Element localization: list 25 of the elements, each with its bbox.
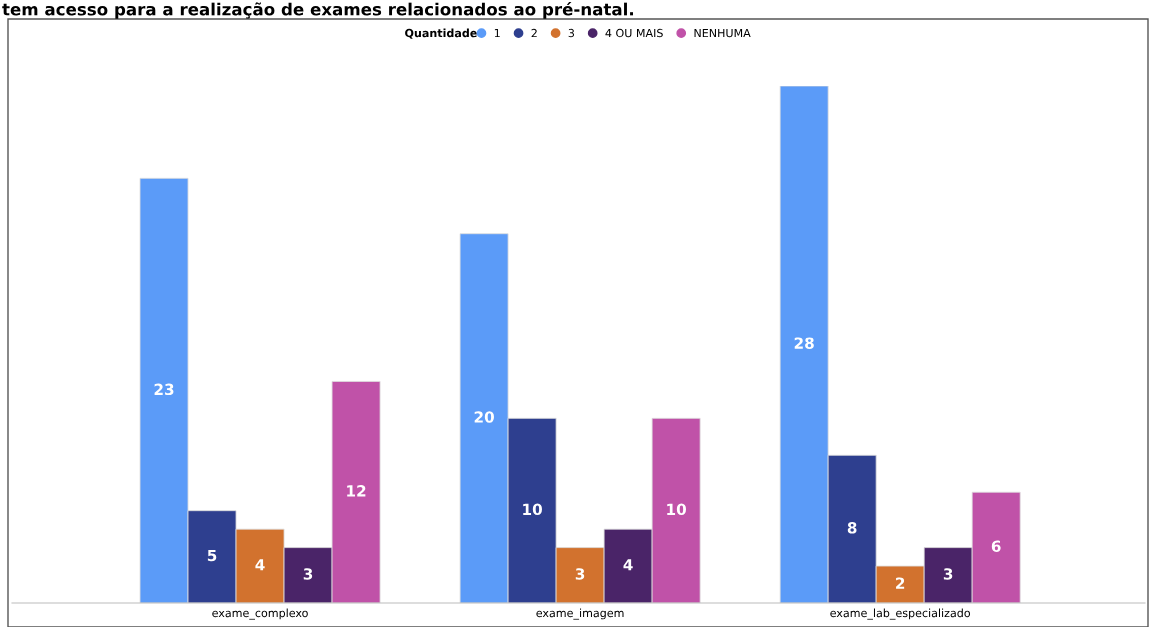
data-label: 23 — [154, 383, 174, 396]
data-label: 20 — [474, 411, 494, 423]
data-label: 8 — [847, 522, 857, 534]
data-label: 4 — [255, 559, 265, 571]
data-label: 4 — [623, 559, 633, 571]
data-label: 6 — [991, 540, 1001, 553]
legend-label: 4 OU MAIS — [605, 28, 663, 38]
data-label: 12 — [347, 485, 366, 497]
legend-title: Quantidade — [405, 28, 477, 39]
legend-label: 1 — [494, 28, 500, 38]
data-label: 3 — [575, 568, 585, 580]
data-label: 2 — [896, 577, 905, 589]
legend-label: NENHUMA — [694, 28, 751, 38]
data-label: 3 — [943, 568, 953, 580]
x-tick-label: exame_complexo — [212, 608, 308, 620]
data-label: 10 — [667, 503, 687, 516]
data-label: 5 — [207, 549, 217, 562]
chart-title: tem acesso para a realização de exames relacionados ao pré-natal. — [2, 2, 633, 19]
data-label: 28 — [794, 337, 814, 349]
legend-label: 3 — [568, 28, 575, 38]
data-label: 10 — [523, 503, 542, 516]
x-tick-label: exame_imagem — [536, 608, 624, 620]
legend-label: 2 — [531, 28, 537, 38]
x-tick-label: exame_lab_especializado — [830, 608, 971, 620]
data-label: 3 — [303, 568, 313, 580]
